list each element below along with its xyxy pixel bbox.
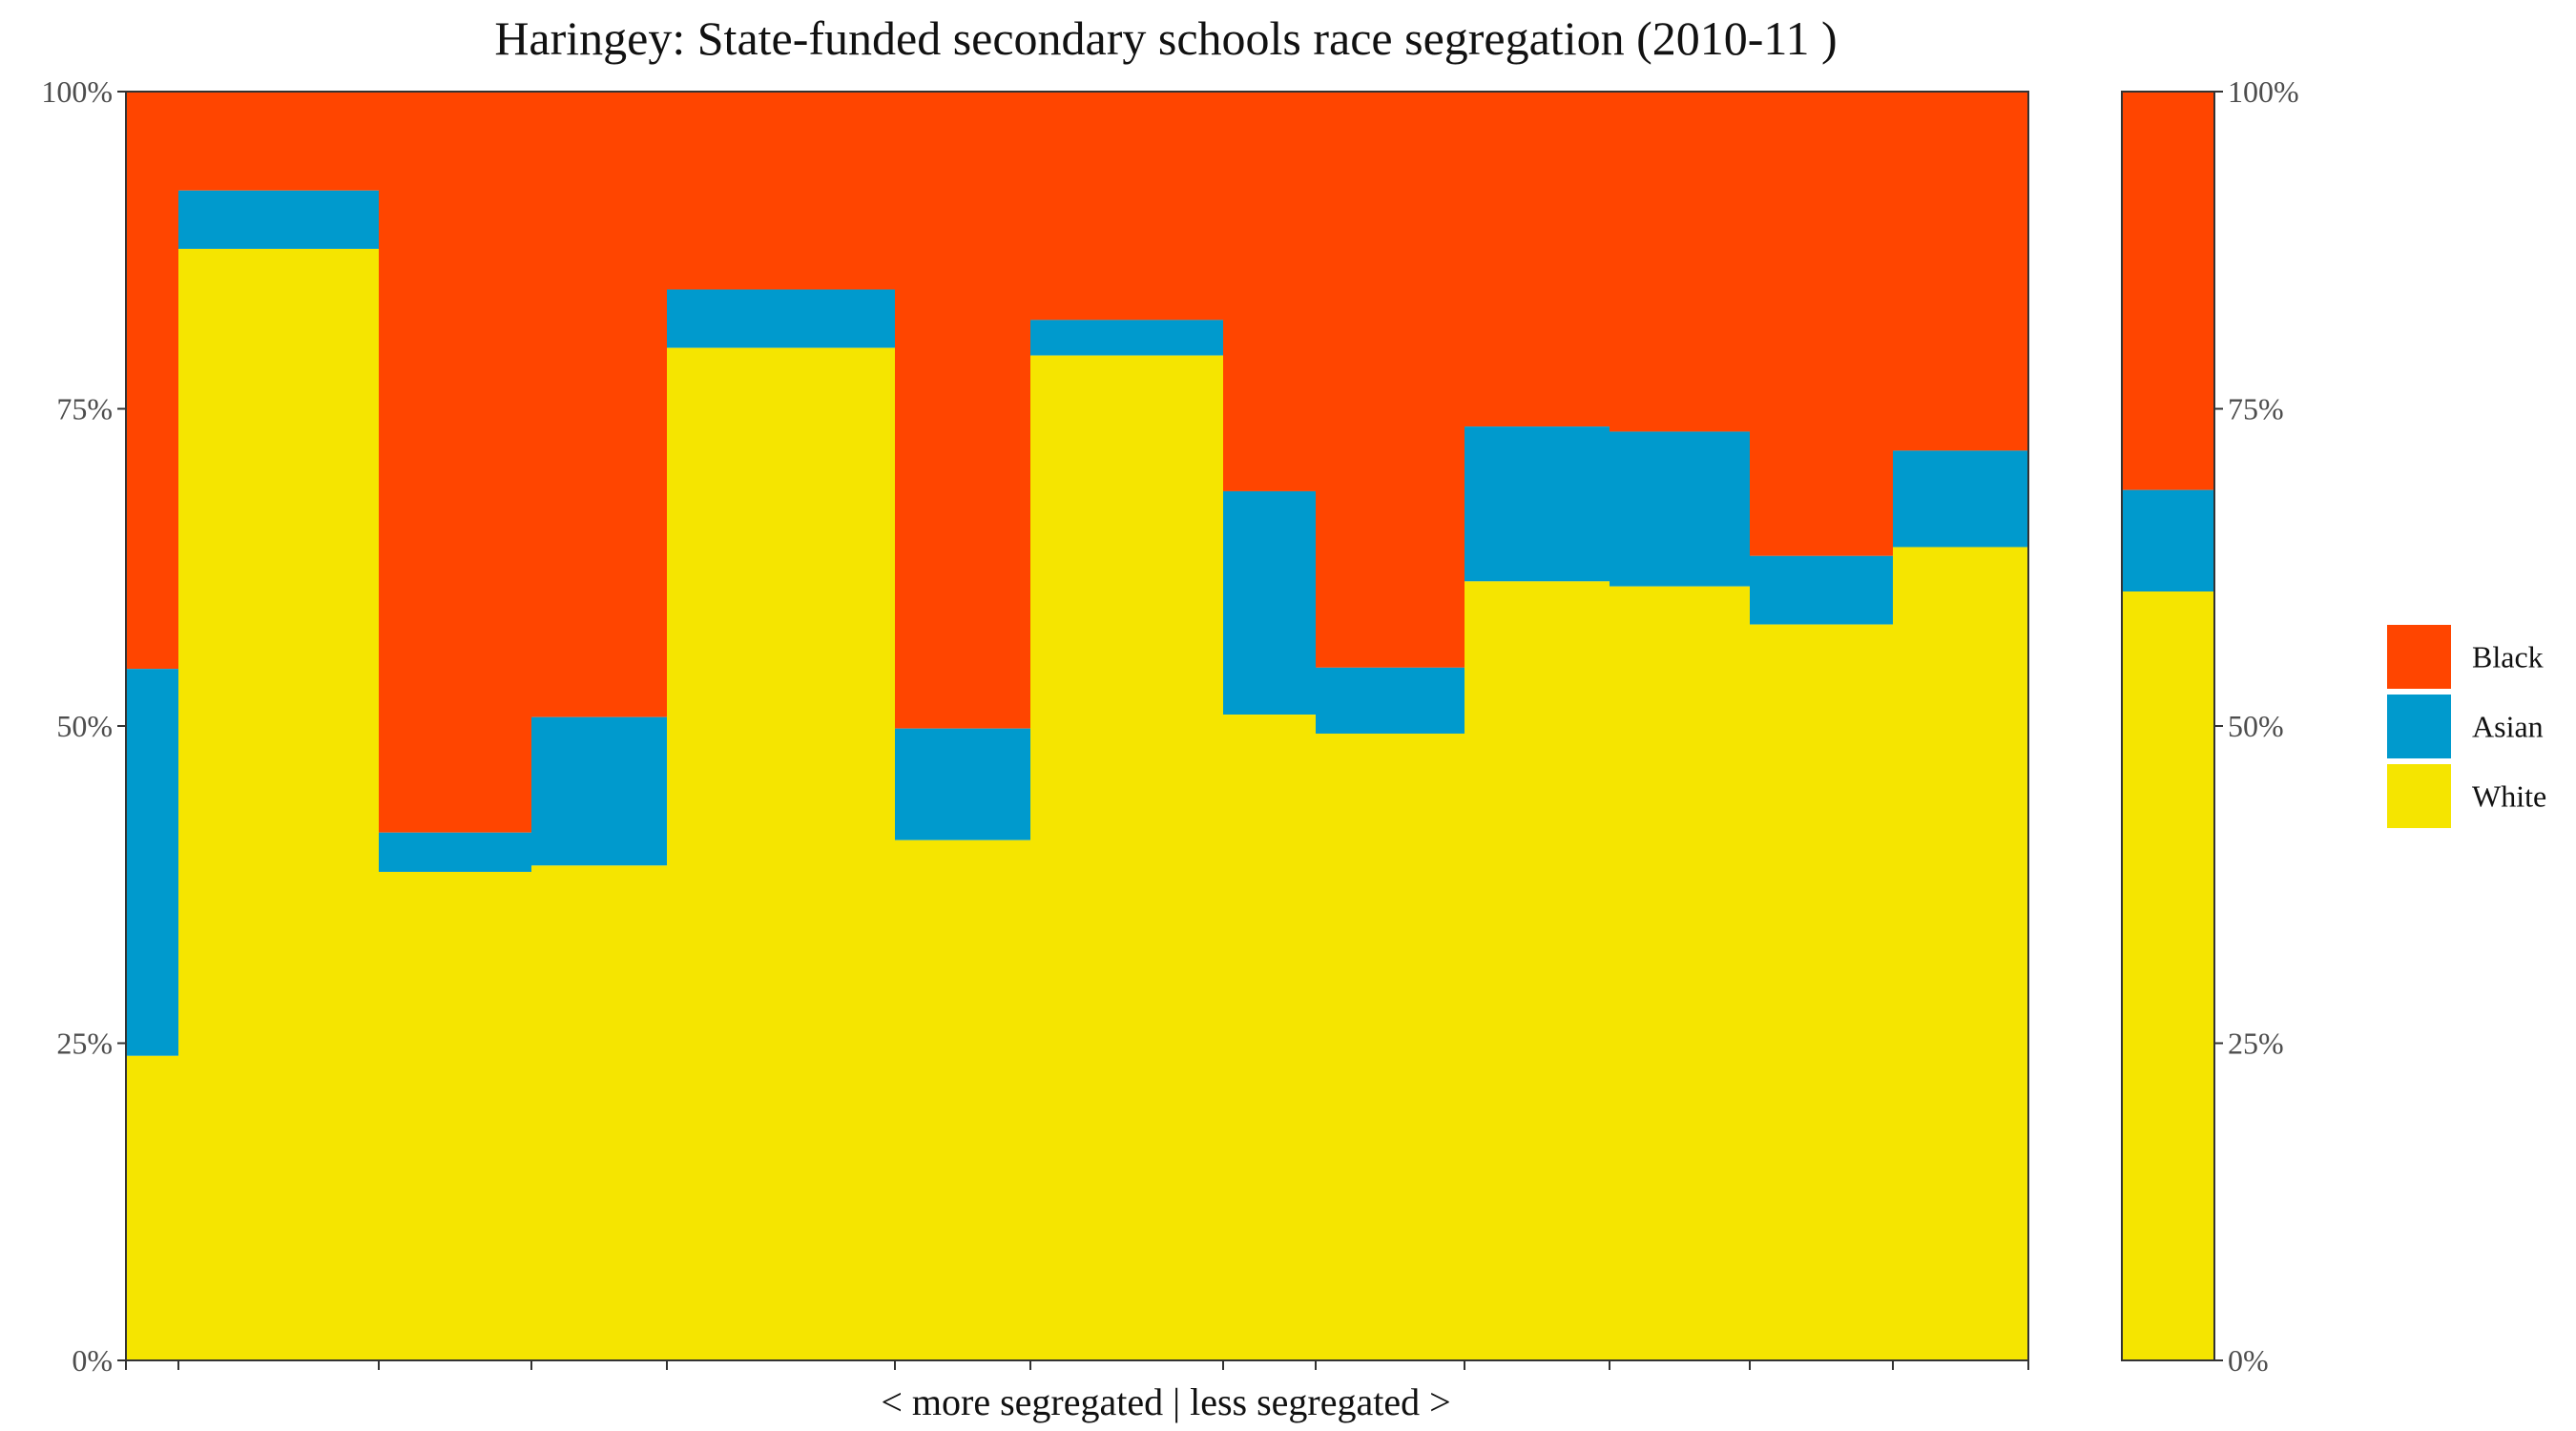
column-12-black-segment bbox=[1750, 92, 1894, 556]
y-tick-label-right: 0% bbox=[2228, 1343, 2269, 1378]
main-plot-bars bbox=[126, 92, 2029, 1360]
y-tick-label-right: 75% bbox=[2228, 392, 2284, 426]
y-tick-label-left: 0% bbox=[72, 1343, 113, 1378]
y-tick-label-right: 50% bbox=[2228, 709, 2284, 743]
column-13-asian-segment bbox=[1893, 450, 2029, 548]
column-7-white-segment bbox=[1030, 355, 1224, 1360]
chart-title: Haringey: State-funded secondary schools… bbox=[494, 11, 1837, 65]
column-10-asian-segment bbox=[1465, 426, 1610, 582]
column-3-black-segment bbox=[379, 92, 532, 833]
column-2-asian-segment bbox=[178, 190, 380, 249]
column-1-black-segment bbox=[126, 92, 179, 670]
y-tick-label-left: 50% bbox=[56, 709, 113, 743]
y-tick-label-left: 75% bbox=[56, 392, 113, 426]
y-tick-label-left: 25% bbox=[56, 1027, 113, 1061]
column-2-white-segment bbox=[178, 248, 380, 1360]
column-7-asian-segment bbox=[1030, 320, 1224, 356]
column-8-white-segment bbox=[1223, 715, 1317, 1360]
column-4-asian-segment bbox=[531, 716, 668, 866]
y-tick-label-left: 100% bbox=[41, 74, 113, 109]
column-1-asian-segment bbox=[126, 669, 179, 1056]
column-4-white-segment bbox=[531, 865, 668, 1360]
legend-key-asian bbox=[2387, 695, 2451, 758]
column-7-black-segment bbox=[1030, 92, 1224, 321]
legend-key-white bbox=[2387, 764, 2451, 828]
y-tick-label-right: 100% bbox=[2228, 74, 2299, 109]
column-11-asian-segment bbox=[1610, 431, 1751, 587]
column-13-white-segment bbox=[1893, 547, 2029, 1360]
summary-bar-white-segment bbox=[2122, 591, 2214, 1360]
column-10-black-segment bbox=[1465, 92, 1610, 427]
column-11-black-segment bbox=[1610, 92, 1751, 432]
legend: Black Asian White bbox=[2387, 625, 2546, 828]
y-axis-left: 0% 25% 50% 75% 100% bbox=[41, 74, 126, 1378]
column-2-black-segment bbox=[178, 92, 380, 191]
column-12-asian-segment bbox=[1750, 555, 1894, 625]
column-5-asian-segment bbox=[667, 289, 896, 348]
column-4-black-segment bbox=[531, 92, 668, 717]
column-9-white-segment bbox=[1316, 733, 1465, 1360]
y-axis-right: 0% 25% 50% 75% 100% bbox=[2214, 74, 2299, 1378]
legend-label-white: White bbox=[2472, 779, 2546, 814]
summary-bar-black-segment bbox=[2122, 92, 2214, 490]
column-5-black-segment bbox=[667, 92, 896, 290]
y-tick-label-right: 25% bbox=[2228, 1027, 2284, 1061]
column-5-white-segment bbox=[667, 347, 896, 1360]
column-8-black-segment bbox=[1223, 92, 1317, 491]
column-11-white-segment bbox=[1610, 586, 1751, 1360]
column-1-white-segment bbox=[126, 1055, 179, 1360]
column-13-black-segment bbox=[1893, 92, 2029, 451]
legend-key-black bbox=[2387, 625, 2451, 689]
column-9-asian-segment bbox=[1316, 667, 1465, 734]
column-10-white-segment bbox=[1465, 581, 1610, 1360]
column-12-white-segment bbox=[1750, 624, 1894, 1360]
x-axis bbox=[125, 1360, 2029, 1370]
summary-plot-bars bbox=[2122, 92, 2214, 1360]
column-6-black-segment bbox=[895, 92, 1031, 729]
legend-label-asian: Asian bbox=[2472, 710, 2544, 744]
column-6-asian-segment bbox=[895, 728, 1031, 840]
column-3-asian-segment bbox=[379, 832, 532, 872]
column-8-asian-segment bbox=[1223, 490, 1317, 716]
column-3-white-segment bbox=[379, 871, 532, 1360]
column-6-white-segment bbox=[895, 840, 1031, 1360]
column-9-black-segment bbox=[1316, 92, 1465, 668]
x-axis-label: < more segregated | less segregated > bbox=[881, 1380, 1450, 1423]
legend-label-black: Black bbox=[2472, 640, 2544, 674]
summary-bar-asian-segment bbox=[2122, 489, 2214, 592]
